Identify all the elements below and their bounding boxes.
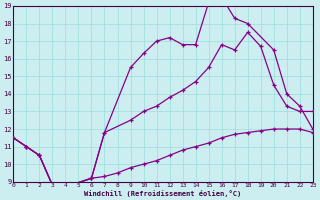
X-axis label: Windchill (Refroidissement éolien,°C): Windchill (Refroidissement éolien,°C) xyxy=(84,190,242,197)
